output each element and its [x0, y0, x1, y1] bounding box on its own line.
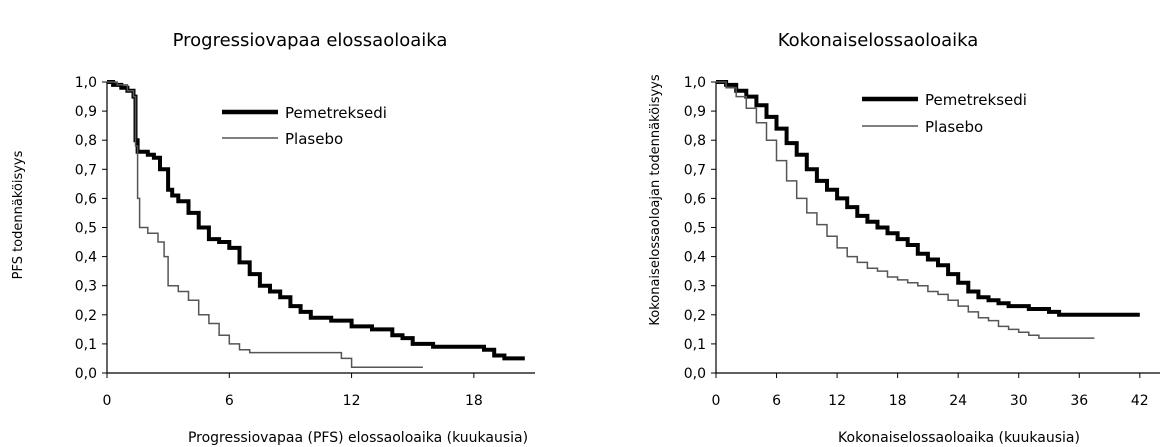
pfs-y-tick-label: 0,6: [75, 191, 97, 207]
pfs-x-tick-label: 0: [103, 393, 112, 409]
pfs-x-tick-label: 6: [225, 393, 234, 409]
pfs-legend-label-plasebo: Plasebo: [285, 130, 343, 148]
pfs-x-tick-label: 12: [343, 393, 361, 409]
os-y-tick-label: 1,0: [684, 75, 706, 91]
pfs-x-tick-label: 18: [465, 393, 483, 409]
os-y-tick-label: 0,2: [684, 308, 706, 324]
os-y-tick-label: 0,6: [684, 191, 706, 207]
pfs-y-tick-label: 0,9: [75, 104, 97, 120]
pfs-y-tick-label: 0,4: [75, 250, 97, 266]
pfs-chart-panel: Progressiovapaa elossaoloaika PFS todenn…: [11, 30, 535, 446]
pfs-y-tick-label: 0,2: [75, 308, 97, 324]
pfs-chart-ylabel: PFS todennäköisyys: [11, 150, 26, 279]
os-chart-panel: Kokonaiselossaoloaika Kokonaiselossaoloa…: [648, 30, 1160, 446]
pfs-y-tick-label: 0,5: [75, 221, 97, 237]
os-x-tick-label: 42: [1131, 393, 1149, 409]
os-y-tick-label: 0,0: [684, 366, 706, 382]
os-x-tick-label: 36: [1070, 393, 1088, 409]
os-legend: Pemetreksedi Plasebo: [862, 91, 1027, 136]
os-chart-title: Kokonaiselossaoloaika: [778, 30, 979, 51]
pfs-y-tick-label: 0,1: [75, 337, 97, 353]
os-x-tick-label: 30: [1010, 393, 1028, 409]
pfs-y-tick-label: 1,0: [75, 75, 97, 91]
os-y-tick-label: 0,5: [684, 221, 706, 237]
os-chart-ylabel: Kokonaiselossaoloajan todennäköisyys: [648, 74, 663, 325]
os-chart-xlabel: Kokonaiselossaoloaika (kuukausia): [838, 430, 1080, 446]
os-legend-label-plasebo: Plasebo: [925, 118, 983, 136]
os-x-tick-label: 12: [828, 393, 846, 409]
pfs-series-line-plasebo: [107, 81, 423, 368]
pfs-y-tick-label: 0,3: [75, 279, 97, 295]
pfs-y-tick-label: 0,0: [75, 366, 97, 382]
os-y-tick-label: 0,1: [684, 337, 706, 353]
pfs-series-line-pemetreksedi: [107, 80, 525, 361]
os-x-tick-label: 24: [949, 393, 967, 409]
pfs-chart-title: Progressiovapaa elossaoloaika: [173, 30, 448, 51]
os-y-tick-label: 0,3: [684, 279, 706, 295]
os-x-tick-label: 18: [889, 393, 907, 409]
os-legend-label-pemetreksedi: Pemetreksedi: [925, 91, 1027, 109]
os-y-tick-label: 0,4: [684, 250, 706, 266]
os-y-tick-label: 0,9: [684, 104, 706, 120]
os-y-tick-label: 0,7: [684, 162, 706, 178]
os-y-tick-label: 0,8: [684, 133, 706, 149]
os-series-line-plasebo: [716, 81, 1095, 339]
os-x-tick-label: 6: [772, 393, 781, 409]
os-series-line-pemetreksedi: [716, 80, 1140, 317]
pfs-legend: Pemetreksedi Plasebo: [222, 104, 387, 148]
pfs-chart-xlabel: Progressiovapaa (PFS) elossaoloaika (kuu…: [188, 430, 528, 446]
os-x-tick-label: 0: [712, 393, 721, 409]
pfs-y-tick-label: 0,8: [75, 133, 97, 149]
pfs-legend-label-pemetreksedi: Pemetreksedi: [285, 104, 387, 122]
pfs-y-tick-label: 0,7: [75, 162, 97, 178]
